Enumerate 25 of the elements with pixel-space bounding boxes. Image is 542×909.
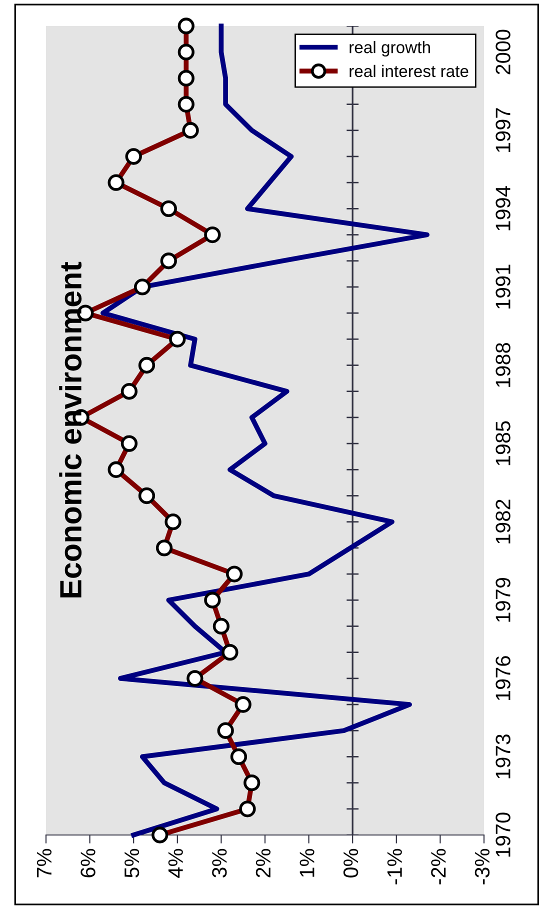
x-tick-label: 3% bbox=[212, 848, 227, 878]
x-tick-label: 7% bbox=[36, 848, 52, 878]
y-tick-label: 1976 bbox=[496, 656, 510, 700]
x-tick-label: -2% bbox=[431, 848, 446, 884]
x-tick-label: -3% bbox=[474, 848, 490, 884]
legend-label: real interest rate bbox=[350, 64, 468, 78]
y-tick-label: 1994 bbox=[496, 186, 510, 230]
x-tick-label: 1% bbox=[300, 848, 314, 877]
x-tick-label: 0% bbox=[343, 848, 358, 878]
x-tick-label: 2% bbox=[256, 848, 271, 878]
y-tick-label: 1997 bbox=[496, 108, 510, 152]
y-tick-label: 2000 bbox=[496, 30, 510, 74]
y-tick-label: 1982 bbox=[496, 500, 510, 544]
y-tick-label: 1973 bbox=[496, 734, 510, 778]
x-tick-label: 4% bbox=[168, 848, 183, 878]
y-tick-label: 1991 bbox=[496, 264, 510, 309]
legend-label: real growth bbox=[350, 41, 430, 57]
x-tick-label: 5% bbox=[124, 848, 140, 878]
y-tick-label: 1988 bbox=[496, 342, 510, 387]
y-tick-label: 1970 bbox=[496, 812, 510, 857]
y-tick-label: 1979 bbox=[496, 578, 510, 622]
y-tick-label: 1985 bbox=[496, 421, 510, 466]
x-tick-label: -1% bbox=[387, 848, 402, 884]
x-tick-label: 6% bbox=[80, 848, 96, 878]
text: Economic environment bbox=[59, 262, 82, 598]
